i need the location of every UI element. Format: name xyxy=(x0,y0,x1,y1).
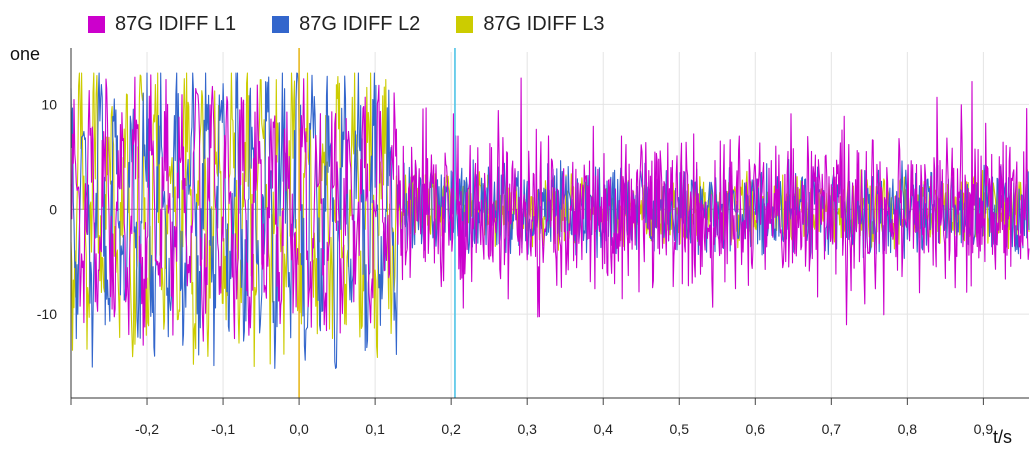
series-line-2 xyxy=(70,72,1030,369)
legend-swatch-l1 xyxy=(88,15,105,33)
tick-labels: -0,2 -0,1 0,0 0,1 0,2 0,3 0,4 0,5 0,6 0,7 0,8 0,9 10… xyxy=(37,96,994,437)
x-tick-label: 0,3 xyxy=(517,421,537,437)
x-axis-title: t/s xyxy=(993,427,1012,447)
x-tick-label: 0,9 xyxy=(974,421,994,437)
legend-label-l3: 87G IDIFF L3 xyxy=(483,12,605,35)
x-tick-label: -0,1 xyxy=(211,421,235,437)
x-tick-label: 0,4 xyxy=(593,421,613,437)
y-tick-label: 0 xyxy=(49,201,57,217)
y-tick-label: -10 xyxy=(37,306,57,322)
legend-item-l2[interactable]: 87G IDIFF L2 xyxy=(272,13,420,36)
legend-label-l2: 87G IDIFF L2 xyxy=(299,12,421,35)
x-tick-label: 0,1 xyxy=(365,421,385,437)
legend-swatch-l2 xyxy=(272,15,290,33)
legend-item-l3[interactable]: 87G IDIFF L3 xyxy=(456,13,604,36)
chart-legend: 87G IDIFF L1 87G IDIFF L2 87G IDIFF L3 xyxy=(88,11,640,37)
x-tick-label: 0,5 xyxy=(670,421,690,437)
x-tick-label: 0,6 xyxy=(746,421,766,437)
y-tick-label: 10 xyxy=(41,96,57,112)
legend-swatch-l3 xyxy=(456,15,474,33)
series-layer xyxy=(70,72,1030,369)
series-line-1 xyxy=(70,74,1030,346)
x-tick-label: 0,2 xyxy=(441,421,461,437)
x-tick-label: 0,7 xyxy=(822,421,842,437)
y-axis-title: one xyxy=(10,44,40,64)
x-tick-label: -0,2 xyxy=(135,421,159,437)
x-tick-label: 0,8 xyxy=(898,421,918,437)
axes xyxy=(70,48,1029,405)
legend-item-l1[interactable]: 87G IDIFF L1 xyxy=(88,13,236,36)
x-tick-label: 0,0 xyxy=(289,421,309,437)
legend-label-l1: 87G IDIFF L1 xyxy=(115,12,237,35)
cursor-layer xyxy=(298,48,456,398)
